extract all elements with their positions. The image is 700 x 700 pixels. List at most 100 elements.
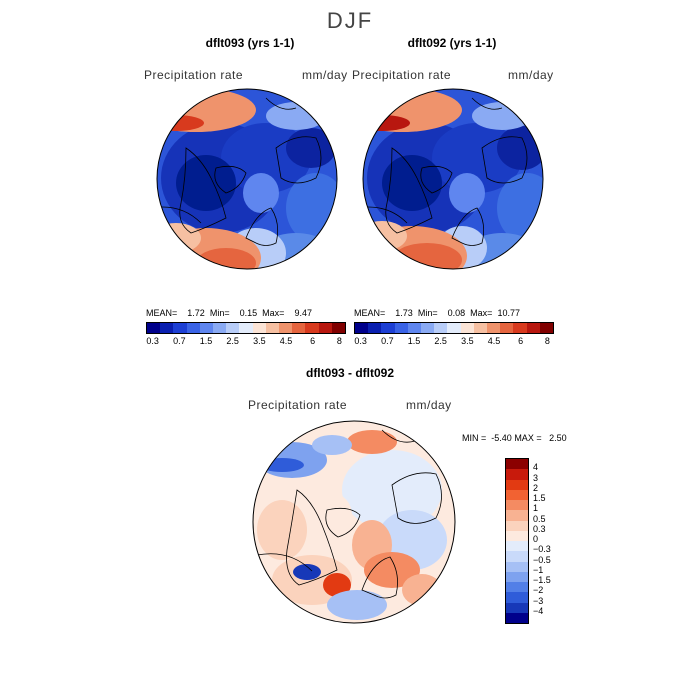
colorbar-swatch <box>394 323 408 333</box>
colorbar-swatch <box>147 323 161 333</box>
panel-2-max: 10.77 <box>497 308 520 318</box>
colorbar-tick-label: 8 <box>336 336 342 346</box>
diff-max-label: MAX = <box>514 433 542 443</box>
colorbar-swatch <box>381 323 395 333</box>
colorbar-swatch <box>506 479 528 490</box>
panel-1-mean: 1.72 <box>187 308 205 318</box>
colorbar-tick-label: −1.5 <box>533 575 551 585</box>
panel-2-mean: 1.73 <box>395 308 413 318</box>
colorbar-tick-label: 1.5 <box>533 493 546 503</box>
diff-colorbar <box>505 458 529 624</box>
colorbar-tick-label: 2.5 <box>226 336 239 346</box>
diff-colorbar-ticks: 4 3 2 1.5 1 0.5 0.3 0 −0.3 −0.5 −1 −1.5 −2 −3 −4 <box>533 458 593 622</box>
panel-1-map <box>156 88 338 270</box>
colorbar-tick-label: 0.3 <box>533 523 546 534</box>
panel-1-mean-label: MEAN= <box>146 308 178 318</box>
colorbar-swatch <box>506 469 528 480</box>
colorbar-tick-label: 8 <box>544 336 550 346</box>
colorbar-tick-label: 4 <box>533 462 539 473</box>
diff-panel-stats: MIN = -5.40 MAX = 2.50 <box>462 433 567 443</box>
colorbar-swatch <box>506 500 528 511</box>
colorbar-tick-label: 2 <box>533 482 539 493</box>
panel-2-stats: MEAN= 1.73 Min= 0.08 Max= 10.77 <box>354 308 520 318</box>
diff-max: 2.50 <box>549 433 567 443</box>
colorbar-tick-label: 2.5 <box>434 336 447 346</box>
diff-panel-variable: Precipitation rate <box>248 398 348 412</box>
colorbar-tick-label: −2 <box>533 585 544 596</box>
colorbar-swatch <box>421 323 435 333</box>
colorbar-tick-label: 0.7 <box>381 336 394 346</box>
colorbar-swatch <box>213 323 227 333</box>
colorbar-tick-label: 1.5 <box>407 336 421 346</box>
colorbar-swatch <box>506 592 528 603</box>
diff-panel-map <box>252 420 456 624</box>
panel-2-units: mm/day <box>508 68 554 82</box>
colorbar-swatch <box>506 602 528 613</box>
panel-2-min-label: Min= <box>417 308 438 318</box>
panel-2-title: dflt092 (yrs 1-1) <box>407 36 497 50</box>
colorbar-tick-label: −1 <box>533 564 544 575</box>
colorbar-tick-label: 3 <box>533 472 539 483</box>
colorbar-swatch <box>305 323 319 333</box>
panel-1-title: dflt093 (yrs 1-1) <box>205 36 295 50</box>
colorbar-tick-label: 3.5 <box>461 336 474 346</box>
colorbar-tick-label: 0 <box>533 534 539 544</box>
colorbar-swatch <box>186 323 200 333</box>
diff-panel-title: dflt093 - dflt092 <box>305 366 395 380</box>
colorbar-tick-label: 0.3 <box>354 336 367 346</box>
panel-1-units: mm/day <box>302 68 348 82</box>
diff-panel-units: mm/day <box>406 398 452 412</box>
colorbar-swatch <box>506 582 528 593</box>
panel-2-colorbar: 0.3 0.7 1.5 2.5 3.5 4.5 6 8 <box>354 322 554 346</box>
colorbar-swatch <box>173 323 187 333</box>
panel-1-min: 0.15 <box>239 308 258 318</box>
colorbar-swatch <box>252 323 266 333</box>
colorbar-swatch <box>526 323 540 333</box>
panel-2-map <box>362 88 544 270</box>
colorbar-swatch <box>265 323 280 333</box>
colorbar-tick-label: 0.3 <box>146 336 159 346</box>
panel-2-variable: Precipitation rate <box>352 68 452 82</box>
diff-min-label: MIN = <box>462 433 487 443</box>
colorbar-swatch <box>279 323 293 333</box>
colorbar-swatch <box>506 530 528 541</box>
colorbar-swatch <box>318 323 332 333</box>
colorbar-swatch <box>506 459 528 470</box>
panel-2-mean-label: MEAN= <box>354 308 386 318</box>
colorbar-tick-label: −4 <box>533 605 544 616</box>
panel-1-max: 9.47 <box>294 308 312 318</box>
colorbar-swatch <box>539 323 554 333</box>
colorbar-swatch <box>434 323 448 333</box>
colorbar-swatch <box>460 323 474 333</box>
colorbar-swatch <box>355 323 369 333</box>
colorbar-tick-label: 6 <box>310 336 316 346</box>
panel-2-max-label: Max= <box>470 308 493 318</box>
colorbar-swatch <box>513 323 527 333</box>
panel-1-stats: MEAN= 1.72 Min= 0.15 Max= 9.47 <box>146 308 312 318</box>
colorbar-swatch <box>500 323 514 333</box>
colorbar-swatch <box>506 571 528 582</box>
panel-1-colorbar: 0.3 0.7 1.5 2.5 3.5 4.5 6 8 <box>146 322 346 346</box>
colorbar-tick-label: 6 <box>518 336 524 346</box>
colorbar-swatch <box>199 323 214 333</box>
colorbar-swatch <box>506 551 528 562</box>
colorbar-swatch <box>292 323 306 333</box>
colorbar-swatch <box>331 323 346 333</box>
colorbar-tick-label: 0.5 <box>533 513 546 524</box>
colorbar-swatch <box>506 510 528 521</box>
colorbar-swatch <box>407 323 422 333</box>
colorbar-swatch <box>239 323 253 333</box>
colorbar-swatch <box>506 612 528 623</box>
colorbar-tick-label: −3 <box>533 595 544 606</box>
colorbar-swatch <box>226 323 240 333</box>
colorbar-tick-label: 0.7 <box>173 336 186 346</box>
colorbar-swatch <box>447 323 461 333</box>
colorbar-swatch <box>506 541 528 552</box>
colorbar-tick-label: 3.5 <box>253 336 266 346</box>
panel-1-min-label: Min= <box>209 308 230 318</box>
colorbar-tick-label: −0.3 <box>533 544 551 555</box>
colorbar-swatch <box>368 323 382 333</box>
colorbar-tick-label: −0.5 <box>533 554 551 565</box>
colorbar-swatch <box>160 323 174 333</box>
colorbar-tick-label: 1 <box>533 503 539 514</box>
